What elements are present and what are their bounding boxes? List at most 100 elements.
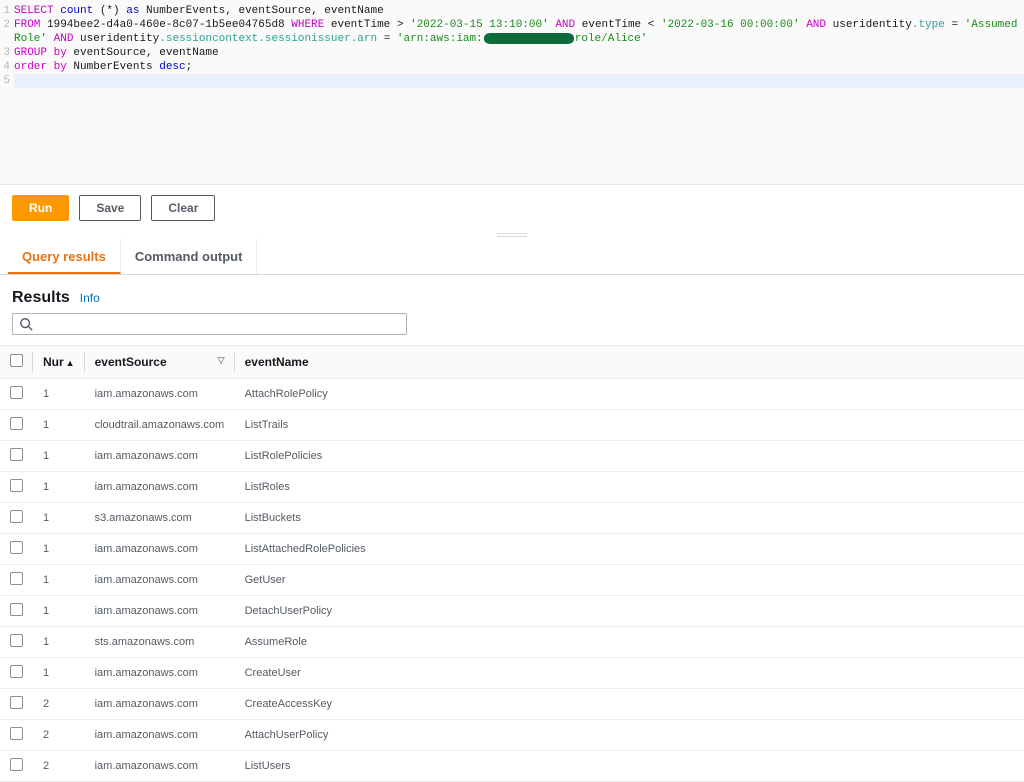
line-number: 5 xyxy=(0,74,14,88)
row-checkbox[interactable] xyxy=(10,510,23,523)
line-number: 1 xyxy=(0,4,14,18)
cell-event-name: CreateAccessKey xyxy=(235,689,1024,720)
cell-event-source: iam.amazonaws.com xyxy=(85,379,235,410)
cell-number: 1 xyxy=(33,503,85,534)
tab-command-output[interactable]: Command output xyxy=(121,239,258,274)
action-bar: Run Save Clear xyxy=(0,185,1024,231)
row-checkbox[interactable] xyxy=(10,417,23,430)
code-line[interactable]: SELECT count (*) as NumberEvents, eventS… xyxy=(14,4,1024,18)
cell-event-source: cloudtrail.amazonaws.com xyxy=(85,410,235,441)
code-line[interactable]: GROUP by eventSource, eventName xyxy=(14,46,1024,60)
cell-event-name: GetUser xyxy=(235,565,1024,596)
cell-event-name: ListBuckets xyxy=(235,503,1024,534)
cell-number: 1 xyxy=(33,472,85,503)
row-checkbox[interactable] xyxy=(10,479,23,492)
cell-number: 1 xyxy=(33,410,85,441)
sql-editor[interactable]: 1SELECT count (*) as NumberEvents, event… xyxy=(0,0,1024,185)
cell-event-name: CreateUser xyxy=(235,658,1024,689)
cell-number: 1 xyxy=(33,565,85,596)
checkbox-icon[interactable] xyxy=(10,354,23,367)
cell-event-source: iam.amazonaws.com xyxy=(85,565,235,596)
line-number: 2 xyxy=(0,18,14,46)
table-row[interactable]: 1iam.amazonaws.comListRolePolicies xyxy=(0,441,1024,472)
cell-event-name: ListTrails xyxy=(235,410,1024,441)
table-row[interactable]: 2iam.amazonaws.comAttachUserPolicy xyxy=(0,720,1024,751)
cell-event-name: ListRolePolicies xyxy=(235,441,1024,472)
cell-event-name: DetachUserPolicy xyxy=(235,596,1024,627)
cell-event-source: iam.amazonaws.com xyxy=(85,751,235,782)
cell-event-source: iam.amazonaws.com xyxy=(85,720,235,751)
run-button[interactable]: Run xyxy=(12,195,69,221)
cell-event-source: iam.amazonaws.com xyxy=(85,596,235,627)
table-row[interactable]: 1iam.amazonaws.comListAttachedRolePolici… xyxy=(0,534,1024,565)
row-checkbox[interactable] xyxy=(10,448,23,461)
table-row[interactable]: 1iam.amazonaws.comCreateUser xyxy=(0,658,1024,689)
row-checkbox[interactable] xyxy=(10,758,23,771)
chevron-down-icon: ▽ xyxy=(218,355,225,366)
cell-event-name: ListUsers xyxy=(235,751,1024,782)
table-row[interactable]: 1iam.amazonaws.comListRoles xyxy=(0,472,1024,503)
line-number: 4 xyxy=(0,60,14,74)
row-checkbox[interactable] xyxy=(10,603,23,616)
cell-event-source: iam.amazonaws.com xyxy=(85,689,235,720)
table-row[interactable]: 2iam.amazonaws.comCreateAccessKey xyxy=(0,689,1024,720)
redacted-span xyxy=(484,33,574,44)
row-checkbox[interactable] xyxy=(10,696,23,709)
table-row[interactable]: 1cloudtrail.amazonaws.comListTrails xyxy=(0,410,1024,441)
cell-event-source: iam.amazonaws.com xyxy=(85,658,235,689)
cell-number: 1 xyxy=(33,658,85,689)
clear-button[interactable]: Clear xyxy=(151,195,215,221)
pane-resize-handle[interactable] xyxy=(0,231,1024,239)
cell-number: 2 xyxy=(33,720,85,751)
cell-number: 1 xyxy=(33,627,85,658)
cell-number: 1 xyxy=(33,441,85,472)
cell-event-name: ListAttachedRolePolicies xyxy=(235,534,1024,565)
code-line[interactable]: order by NumberEvents desc; xyxy=(14,60,1024,74)
cell-event-source: iam.amazonaws.com xyxy=(85,441,235,472)
table-row[interactable]: 2iam.amazonaws.comListUsers xyxy=(0,751,1024,782)
cell-event-source: s3.amazonaws.com xyxy=(85,503,235,534)
search-icon xyxy=(19,317,33,331)
code-line[interactable]: FROM 1994bee2-d4a0-460e-8c07-1b5ee04765d… xyxy=(14,18,1024,46)
table-row[interactable]: 1s3.amazonaws.comListBuckets xyxy=(0,503,1024,534)
table-header-row: Nur▲ eventSource ▽ eventName xyxy=(0,346,1024,379)
code-line[interactable] xyxy=(14,74,1024,88)
cell-event-source: sts.amazonaws.com xyxy=(85,627,235,658)
column-event-name[interactable]: eventName xyxy=(235,346,1024,379)
cell-event-source: iam.amazonaws.com xyxy=(85,472,235,503)
cell-number: 1 xyxy=(33,379,85,410)
results-tabs: Query results Command output xyxy=(0,239,1024,275)
cell-event-name: AttachRolePolicy xyxy=(235,379,1024,410)
table-row[interactable]: 1sts.amazonaws.comAssumeRole xyxy=(0,627,1024,658)
cell-event-name: ListRoles xyxy=(235,472,1024,503)
save-button[interactable]: Save xyxy=(79,195,141,221)
row-checkbox[interactable] xyxy=(10,572,23,585)
results-search-input[interactable] xyxy=(33,317,400,331)
row-checkbox[interactable] xyxy=(10,541,23,554)
row-checkbox[interactable] xyxy=(10,727,23,740)
results-title: Results xyxy=(12,289,70,307)
cell-event-name: AssumeRole xyxy=(235,627,1024,658)
cell-number: 2 xyxy=(33,689,85,720)
row-checkbox[interactable] xyxy=(10,634,23,647)
results-table: Nur▲ eventSource ▽ eventName 1iam.amazon… xyxy=(0,345,1024,782)
table-row[interactable]: 1iam.amazonaws.comDetachUserPolicy xyxy=(0,596,1024,627)
table-row[interactable]: 1iam.amazonaws.comGetUser xyxy=(0,565,1024,596)
row-checkbox[interactable] xyxy=(10,665,23,678)
select-all-header[interactable] xyxy=(0,346,33,379)
cell-event-source: iam.amazonaws.com xyxy=(85,534,235,565)
cell-number: 2 xyxy=(33,751,85,782)
table-row[interactable]: 1iam.amazonaws.comAttachRolePolicy xyxy=(0,379,1024,410)
line-number: 3 xyxy=(0,46,14,60)
info-link[interactable]: Info xyxy=(80,291,100,305)
cell-number: 1 xyxy=(33,596,85,627)
cell-number: 1 xyxy=(33,534,85,565)
column-number[interactable]: Nur▲ xyxy=(33,346,85,379)
tab-query-results[interactable]: Query results xyxy=(8,239,121,274)
column-event-source[interactable]: eventSource ▽ xyxy=(85,346,235,379)
results-header: Results Info xyxy=(0,275,1024,313)
sort-asc-icon: ▲ xyxy=(66,358,75,368)
results-search[interactable] xyxy=(12,313,407,335)
cell-event-name: AttachUserPolicy xyxy=(235,720,1024,751)
row-checkbox[interactable] xyxy=(10,386,23,399)
